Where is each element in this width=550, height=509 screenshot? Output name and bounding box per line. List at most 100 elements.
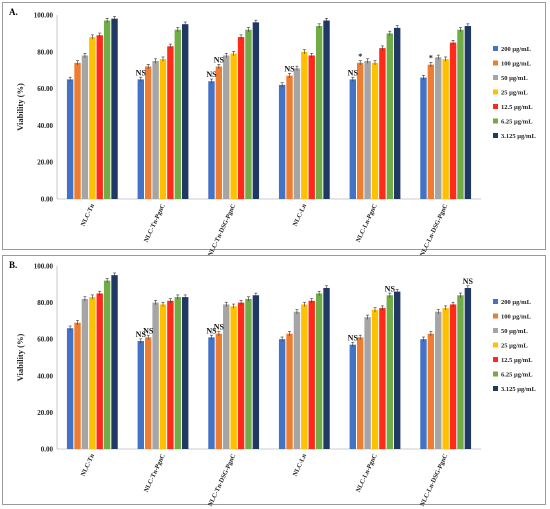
legend-label-a-4: 12.5 µg/mL bbox=[501, 104, 533, 111]
bar-b-c2-s5 bbox=[245, 298, 252, 449]
bar-b-c0-s3 bbox=[89, 297, 96, 449]
significance-label-b-4: NS bbox=[348, 334, 359, 343]
legend-swatch-a-5 bbox=[493, 118, 498, 124]
bar-b-c4-s5 bbox=[386, 295, 393, 449]
bar-a-c2-s6 bbox=[252, 22, 260, 199]
significance-label-b-3: NS bbox=[214, 323, 225, 332]
y-tick-label-a: 60.00 bbox=[37, 85, 53, 93]
bar-b-c4-s3 bbox=[371, 309, 379, 449]
legend-label-b-6: 3.125 µg/mL bbox=[501, 386, 536, 393]
bar-b-c2-s1 bbox=[215, 333, 223, 449]
bar-b-c0-s2 bbox=[81, 298, 89, 449]
y-tick-label-a: 40.00 bbox=[37, 122, 53, 130]
bar-a-c2-s4 bbox=[237, 37, 245, 199]
y-tick-label-a: 0.00 bbox=[41, 196, 54, 204]
y-tick-label-b: 0.00 bbox=[41, 446, 54, 454]
significance-label-a-1: NS bbox=[206, 70, 217, 79]
bar-b-c5-s2 bbox=[435, 311, 442, 449]
bar-b-c4-s2 bbox=[364, 317, 371, 449]
bar-a-c1-s4 bbox=[167, 46, 174, 199]
bar-b-c1-s4 bbox=[167, 300, 174, 449]
bar-b-c1-s3 bbox=[159, 304, 167, 449]
significance-label-b-6: NS bbox=[463, 277, 474, 286]
y-tick-label-a: 20.00 bbox=[37, 159, 53, 167]
x-category-label-b: NLC-Tn bbox=[80, 453, 97, 478]
legend-label-b-4: 12.5 µg/mL bbox=[501, 357, 533, 364]
legend-swatch-b-6 bbox=[493, 386, 498, 391]
y-tick-label-b: 40.00 bbox=[37, 372, 53, 380]
bar-b-c2-s0 bbox=[208, 337, 215, 449]
bar-b-c4-s6 bbox=[394, 291, 401, 449]
bar-b-c3-s5 bbox=[315, 293, 323, 449]
significance-label-a-2: NS bbox=[214, 56, 225, 65]
bar-a-c4-s1 bbox=[357, 62, 364, 200]
bar-b-c1-s5 bbox=[174, 297, 181, 449]
bar-b-c4-s1 bbox=[357, 337, 364, 449]
bar-b-c2-s6 bbox=[252, 295, 260, 449]
y-tick-label-b: 100.00 bbox=[34, 263, 54, 271]
bar-a-c2-s5 bbox=[245, 29, 252, 199]
panel-label-b: B. bbox=[9, 260, 17, 270]
bar-b-c5-s4 bbox=[449, 304, 457, 449]
bar-b-c1-s2 bbox=[152, 302, 159, 449]
bar-a-c1-s3 bbox=[159, 59, 167, 199]
bar-a-c0-s2 bbox=[81, 55, 89, 200]
legend-label-a-6: 3.125 µg/mL bbox=[501, 133, 536, 140]
significance-label-b-5: NS bbox=[385, 284, 396, 293]
bar-b-c3-s0 bbox=[278, 339, 286, 449]
x-category-label-b: NLC-Ln-DSG-PgnC bbox=[419, 453, 450, 508]
bar-a-c5-s2 bbox=[435, 57, 442, 199]
legend-label-b-0: 200 µg/mL bbox=[501, 299, 532, 306]
bar-a-c4-s5 bbox=[386, 33, 393, 200]
y-axis-label-b: Viability (%) bbox=[15, 334, 25, 382]
y-tick-label-a: 80.00 bbox=[37, 48, 53, 56]
legend-swatch-a-1 bbox=[493, 60, 498, 66]
significance-label-a-0: NS bbox=[136, 68, 147, 77]
legend-label-b-5: 6.25 µg/mL bbox=[501, 372, 533, 379]
bar-b-c5-s6 bbox=[464, 287, 472, 449]
bar-a-c4-s0 bbox=[349, 79, 356, 199]
x-category-label-a: NLC-Tn bbox=[80, 203, 97, 228]
bar-b-c1-s0 bbox=[137, 341, 144, 449]
bar-a-c2-s3 bbox=[230, 53, 237, 199]
legend-swatch-b-5 bbox=[493, 371, 498, 377]
x-category-label-b: NLC-Tn-DSG-PgnC bbox=[207, 453, 238, 508]
bar-a-c0-s0 bbox=[66, 79, 74, 199]
bar-a-c3-s6 bbox=[323, 20, 330, 199]
x-category-label-a: NLC-Tn-DSG-PgnC bbox=[207, 203, 238, 258]
bar-a-c5-s6 bbox=[464, 26, 472, 199]
bar-a-c1-s2 bbox=[152, 61, 159, 199]
x-category-label-b: NLC-Ln-PgnC bbox=[355, 453, 379, 494]
legend-label-a-0: 200 µg/mL bbox=[501, 46, 532, 53]
significance-label-a-6: * bbox=[429, 54, 433, 63]
legend-label-b-1: 100 µg/mL bbox=[501, 314, 532, 321]
bar-a-c0-s4 bbox=[96, 35, 103, 199]
legend-swatch-b-3 bbox=[493, 342, 498, 348]
bar-b-c3-s3 bbox=[301, 304, 308, 449]
bar-b-c5-s5 bbox=[457, 295, 464, 449]
bar-b-c5-s0 bbox=[420, 339, 427, 449]
x-category-label-a: NLC-Ln-DSG-PgnC bbox=[419, 203, 450, 258]
x-category-label-b: NLC-Tn-PgnC bbox=[143, 453, 167, 494]
bar-a-c5-s4 bbox=[449, 42, 457, 199]
significance-label-b-0: NS bbox=[136, 330, 147, 339]
bar-b-c4-s4 bbox=[379, 308, 386, 449]
bar-b-c0-s6 bbox=[111, 275, 118, 449]
bar-a-c2-s2 bbox=[223, 55, 230, 200]
bar-b-c3-s4 bbox=[308, 300, 315, 449]
bar-b-c3-s6 bbox=[323, 287, 330, 449]
chart-a: A. Viability (%) 0.00 20.00 40.00 60.00 80.00 1… bbox=[9, 7, 536, 258]
bar-a-c3-s5 bbox=[315, 26, 323, 199]
significance-label-b-1: NS bbox=[143, 326, 154, 335]
y-axis-label-a: Viability (%) bbox=[15, 83, 25, 131]
x-category-label-a: NLC-Ln-PgnC bbox=[355, 203, 379, 244]
significance-label-b-2: NS bbox=[206, 326, 217, 335]
panel-label-a: A. bbox=[9, 7, 18, 17]
bar-b-c1-s6 bbox=[182, 297, 189, 449]
legend-label-a-5: 6.25 µg/mL bbox=[501, 119, 533, 126]
legend-label-a-3: 25 µg/mL bbox=[501, 90, 528, 97]
legend-swatch-b-1 bbox=[493, 313, 498, 319]
x-category-label-a: NLC-Ln bbox=[292, 203, 309, 228]
bar-a-c4-s2 bbox=[364, 61, 371, 199]
significance-label-a-5: * bbox=[358, 52, 362, 61]
